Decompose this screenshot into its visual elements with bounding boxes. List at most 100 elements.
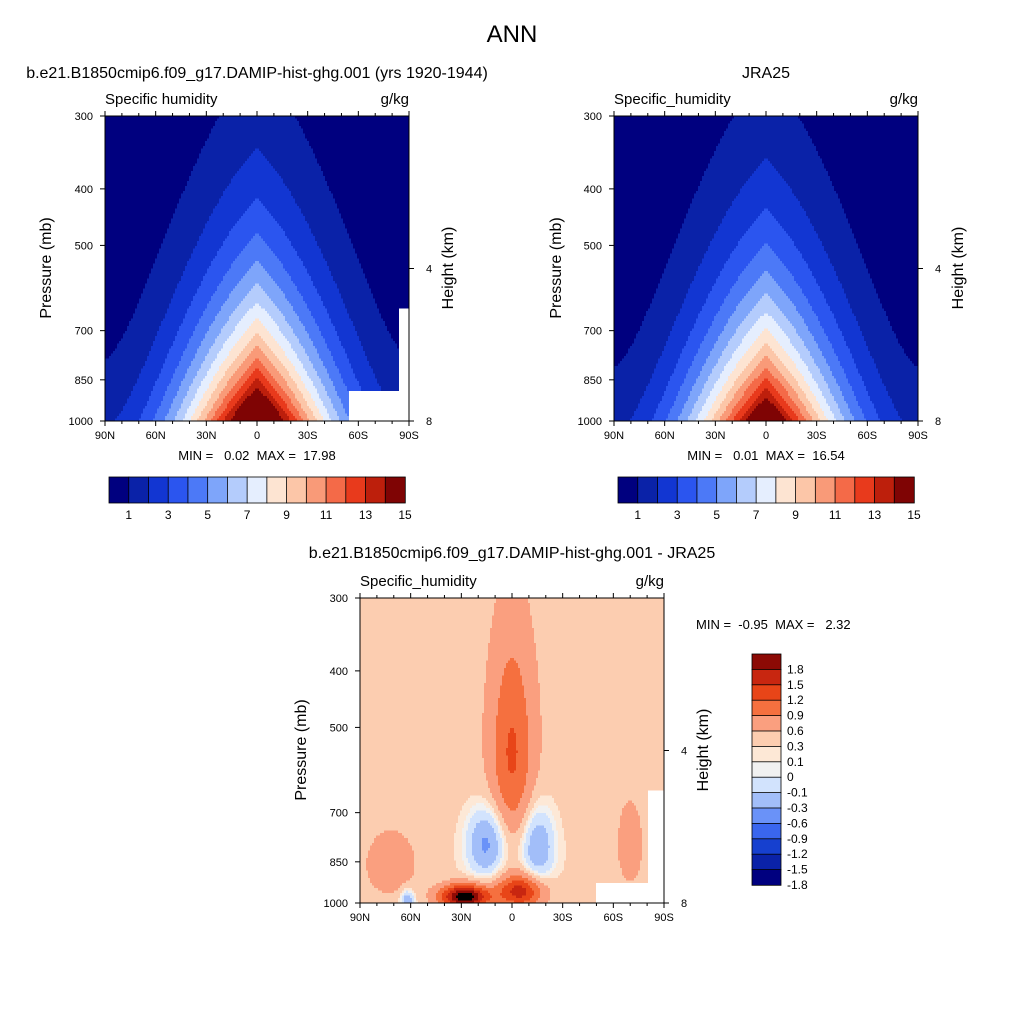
contour-cell xyxy=(834,316,857,319)
contour-cell xyxy=(245,331,270,334)
contour-cell xyxy=(736,328,751,332)
contour-cell xyxy=(223,303,240,307)
contour-cell xyxy=(840,388,853,392)
contour-cell xyxy=(301,211,340,214)
contour-cell xyxy=(528,760,541,764)
contour-cell xyxy=(213,293,230,297)
contour-cell xyxy=(327,391,338,394)
contour-cell xyxy=(249,376,266,379)
contour-cell xyxy=(217,418,226,421)
contour-cell xyxy=(708,163,761,167)
contour-cell xyxy=(496,738,509,741)
contour-cell xyxy=(550,818,555,821)
contour-cell xyxy=(832,311,853,314)
contour-cell xyxy=(878,368,918,372)
contour-cell xyxy=(456,860,465,864)
contour-cell xyxy=(428,890,439,894)
contour-cell xyxy=(498,868,503,871)
contour-cell xyxy=(329,266,362,269)
contour-cell xyxy=(360,735,483,739)
contour-cell xyxy=(225,341,238,344)
contour-cell xyxy=(720,391,729,394)
contour-cell xyxy=(368,873,415,876)
contour-cell xyxy=(243,348,254,352)
contour-cell xyxy=(360,853,369,856)
contour-cell xyxy=(510,728,515,731)
contour-cell xyxy=(596,888,664,891)
contour-cell xyxy=(718,228,749,232)
contour-cell xyxy=(690,366,703,369)
contour-cell xyxy=(229,231,286,234)
contour-cell xyxy=(105,128,212,132)
contour-cell xyxy=(484,705,499,709)
contour-cell xyxy=(360,678,487,681)
contour-cell xyxy=(329,186,409,189)
contour-cell xyxy=(299,411,306,414)
contour-cell xyxy=(618,840,643,844)
contour-cell xyxy=(680,356,695,359)
contour-cell xyxy=(538,675,664,679)
contour-cell xyxy=(360,658,489,661)
contour-cell xyxy=(105,371,142,374)
contour-cell xyxy=(496,750,507,754)
contour-cell xyxy=(456,823,465,826)
colorbar-box xyxy=(246,476,268,504)
contour-cell xyxy=(199,401,208,404)
contour-cell xyxy=(768,271,791,274)
contour-cell xyxy=(784,313,801,317)
contour-cell xyxy=(496,720,529,724)
contour-cell xyxy=(373,371,400,374)
colorbar-box xyxy=(795,476,817,504)
contour-cell xyxy=(360,623,493,626)
contour-cell xyxy=(768,313,785,317)
contour-cell xyxy=(542,730,664,734)
x-tick-label: 60S xyxy=(349,430,369,442)
contour-cell xyxy=(812,273,837,277)
colorbar-label: -1.8 xyxy=(787,878,808,892)
contour-cell xyxy=(325,406,334,409)
contour-cell xyxy=(307,403,316,407)
contour-cell xyxy=(826,416,835,419)
contour-cell xyxy=(454,843,463,846)
contour-cell xyxy=(357,378,378,382)
contour-cell xyxy=(640,825,649,829)
contour-cell xyxy=(788,368,799,372)
contour-cell xyxy=(211,213,244,217)
contour-cell xyxy=(299,401,308,404)
contour-cell xyxy=(305,216,342,219)
contour-cell xyxy=(758,216,775,219)
contour-cell xyxy=(558,860,565,864)
contour-cell xyxy=(522,818,529,821)
contour-cell xyxy=(369,363,400,367)
contour-cell xyxy=(860,251,918,254)
contour-cell xyxy=(802,388,811,392)
contour-cell xyxy=(283,228,312,232)
contour-cell xyxy=(331,401,342,404)
contour-cell xyxy=(500,893,513,896)
colorbar: 1 3 5 7 9 11 13 15 xyxy=(617,476,921,522)
contour-cell xyxy=(496,800,505,804)
contour-cell xyxy=(832,263,867,267)
contour-cell xyxy=(231,348,244,352)
contour-cell xyxy=(337,331,358,334)
contour-cell xyxy=(792,398,801,402)
contour-cell xyxy=(279,413,288,417)
contour-cell xyxy=(504,848,509,851)
contour-cell xyxy=(806,363,817,367)
contour-cell xyxy=(708,293,729,297)
contour-cell xyxy=(245,346,256,349)
contour-cell xyxy=(360,630,491,634)
contour-cell xyxy=(554,845,559,849)
contour-cell xyxy=(349,413,409,417)
contour-cell xyxy=(614,403,639,407)
contour-cell xyxy=(482,848,489,851)
contour-cell xyxy=(642,858,649,861)
contour-cell xyxy=(303,263,328,267)
contour-cell xyxy=(710,393,719,397)
contour-cell xyxy=(173,376,186,379)
contour-cell xyxy=(462,835,467,839)
contour-cell xyxy=(165,313,186,317)
contour-cell xyxy=(792,408,801,412)
contour-cell xyxy=(197,351,210,354)
contour-cell xyxy=(281,346,292,349)
